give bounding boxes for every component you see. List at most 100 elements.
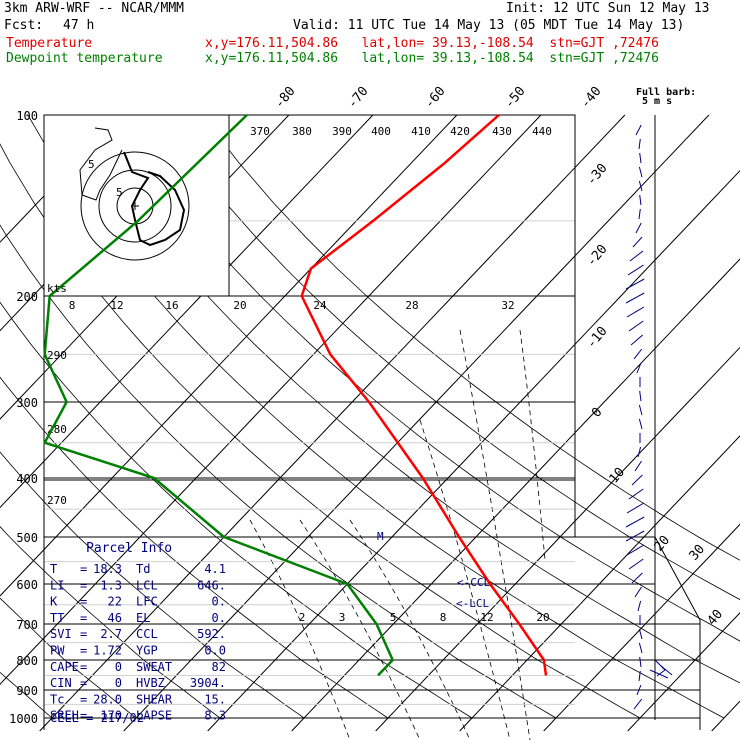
- wind-barb: [637, 600, 642, 612]
- temperature-profile: [300, 114, 548, 676]
- dry-adiabat-line: [201, 114, 740, 561]
- parcel-value: 0.: [212, 611, 226, 625]
- wind-barb: [626, 502, 645, 514]
- wind-barb: [636, 684, 642, 696]
- parcel-info-title: Parcel Info: [86, 541, 172, 556]
- wind-speed-label: 20: [233, 299, 246, 312]
- parcel-key: CIN: [50, 676, 72, 690]
- hodograph-trace-bold: [123, 151, 186, 247]
- parcel-key: YGP: [136, 644, 158, 658]
- parcel-value: 0: [115, 676, 122, 690]
- parcel-value: 18.3: [93, 562, 122, 576]
- parcel-key: LFC: [136, 595, 158, 609]
- dry-adiabat-line: [158, 114, 740, 601]
- hodograph-ring-label: 5: [116, 186, 123, 199]
- parcel-eq: =: [80, 562, 87, 576]
- wind-barb: [639, 194, 642, 206]
- isotherm-label: -70: [345, 84, 372, 112]
- wind-barb: [631, 572, 643, 584]
- hodograph-unit-label: kts: [47, 282, 67, 295]
- wind-barb: [630, 334, 644, 346]
- wind-barb: [634, 460, 642, 472]
- pressure-tick-label: 800: [16, 654, 38, 668]
- parcel-key: TT: [50, 611, 64, 625]
- parcel-eq: =: [80, 595, 87, 609]
- dewpoint-profile: [43, 114, 394, 677]
- mixing-ratio-label: 8: [440, 611, 447, 624]
- moist-adiabats: [249, 329, 546, 740]
- isotherm-label: -10: [584, 324, 611, 352]
- wind-barb: [628, 558, 644, 570]
- wind-barb: [625, 278, 645, 290]
- isotherm-label: -80: [272, 84, 299, 112]
- parcel-value: 0: [115, 660, 122, 674]
- mixing-ratio-label: 12: [480, 611, 493, 624]
- parcel-key: LAPSE: [136, 709, 172, 723]
- isotherm-line: [207, 169, 740, 732]
- wind-speed-label: 32: [501, 299, 514, 312]
- init-time: Init: 12 UTC Sun 12 May 13: [506, 1, 710, 16]
- direction-label: 280: [47, 423, 67, 436]
- wind-barb: [639, 390, 642, 402]
- theta-label: 370: [250, 125, 270, 138]
- pressure-tick-label: 100: [16, 109, 38, 123]
- wind-barb: [625, 516, 645, 528]
- parcel-value: 22: [108, 595, 122, 609]
- isotherm-label: -40: [578, 84, 605, 112]
- wind-barb: [627, 264, 644, 276]
- wind-barb: [635, 124, 642, 136]
- parcel-value: 4.1: [204, 562, 226, 576]
- hodograph-trace-thin: [79, 127, 123, 201]
- isotherm-line: [291, 258, 740, 732]
- moist-adiabat-line: [349, 519, 471, 740]
- wind-barb: [638, 208, 641, 220]
- parcel-key: CAPE: [50, 660, 79, 674]
- isotherm-label: -50: [502, 84, 529, 112]
- wind-barb: [628, 320, 644, 332]
- isotherm-label: 40: [705, 607, 727, 629]
- hodograph-ring: [80, 151, 190, 261]
- wind-barb: [638, 628, 643, 640]
- wind-barb: [637, 446, 642, 458]
- parcel-key: T: [50, 562, 57, 576]
- parcel-key: SHEAR: [136, 692, 173, 706]
- parcel-info-panel: Parcel Info CELL = 217/02 T = 18.3 Td 4.1 LI =…: [50, 541, 226, 725]
- dewpoint-legend: Dewpoint temperature: [6, 51, 163, 66]
- isotherm-label: 30: [687, 542, 709, 564]
- pressure-tick-label: 200: [16, 290, 38, 304]
- mixing-ratio-label: 3: [339, 611, 346, 624]
- wind-speed-label: 24: [313, 299, 327, 312]
- parcel-eq: =: [80, 676, 87, 690]
- wind-barb: [633, 698, 643, 710]
- wind-barb: [638, 670, 641, 682]
- wind-barb: [638, 166, 643, 178]
- parcel-key: LI: [50, 578, 64, 592]
- theta-label: 400: [371, 125, 391, 138]
- parcel-key: SWEAT: [136, 660, 172, 674]
- wind-barb: [628, 488, 644, 500]
- moist-adiabat-line: [299, 519, 421, 740]
- moist-adiabat-line: [419, 419, 511, 740]
- mixing-ratio-label: 2: [299, 611, 306, 624]
- isotherm-line: [0, 114, 458, 597]
- wind-barb: [625, 292, 645, 304]
- parcel-value: 3904.: [190, 676, 226, 690]
- direction-label: 270: [47, 494, 67, 507]
- pressure-tick-label: 900: [16, 684, 38, 698]
- wind-barb: [638, 418, 643, 430]
- wind-barb: [629, 250, 644, 262]
- isotherm-line: [543, 523, 740, 732]
- theta-label: 390: [332, 125, 352, 138]
- moist-adiabat-line: [459, 329, 531, 740]
- parcel-value: 170: [100, 709, 122, 723]
- parcel-value: 15.: [204, 692, 226, 706]
- m-marker: M: [377, 530, 384, 543]
- wind-barb: [632, 236, 643, 248]
- wind-barb: [638, 180, 643, 192]
- parcel-value: 0.: [212, 595, 226, 609]
- parcel-key: EL: [136, 611, 150, 625]
- isotherm-line: [459, 435, 740, 732]
- theta-label: 440: [532, 125, 552, 138]
- isotherm-label: -60: [422, 84, 449, 112]
